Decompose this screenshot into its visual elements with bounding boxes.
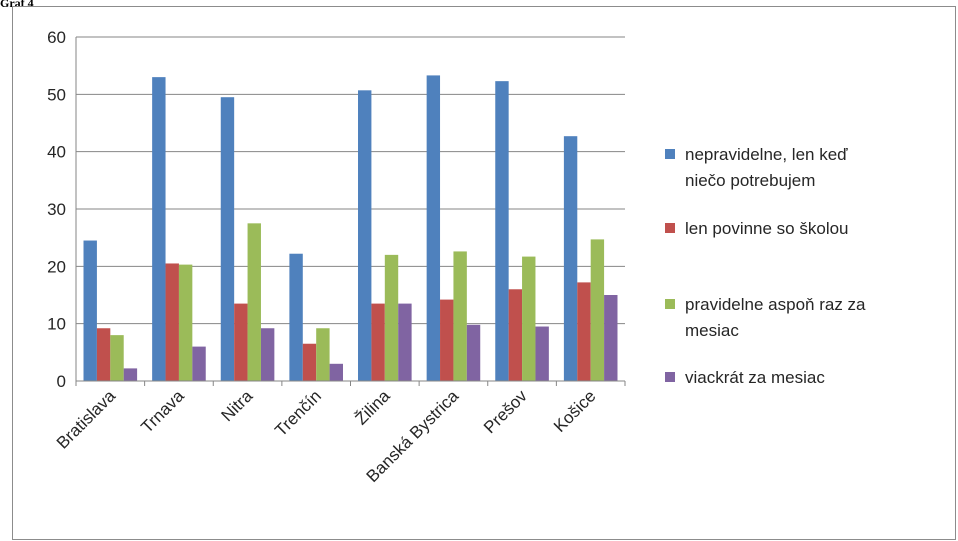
page-label: Graf 4 — [0, 0, 34, 10]
x-category-label-presov: Prešov — [480, 386, 531, 437]
bar-banska-bystrica-series-3 — [453, 251, 467, 381]
bar-bratislava-series-1 — [83, 240, 97, 381]
bar-kosice-series-2 — [577, 282, 591, 381]
x-category-label-nitra: Nitra — [218, 386, 257, 425]
bar-bratislava-series-3 — [110, 335, 124, 381]
bar-trencin-series-2 — [302, 343, 317, 381]
y-tick-labels: 0 10 20 30 40 50 60 — [47, 28, 66, 391]
bar-trencin-series-4 — [329, 363, 343, 381]
legend-label-3-line-1: pravidelne aspoň raz za — [685, 295, 866, 314]
x-category-label-trencin: Trenčín — [271, 386, 325, 440]
bar-kosice-series-1 — [563, 136, 578, 381]
bar-presov-series-1 — [495, 81, 509, 382]
legend-label-3-line-2: mesiac — [685, 321, 739, 340]
x-category-labels: Bratislava Trnava Nitra Trenčín ŽilinaBanská… — [53, 386, 600, 486]
legend-label-2-line-1: len povinne so školou — [685, 219, 849, 238]
bar-zilina-series-2 — [371, 303, 385, 381]
legend-label-1-line-2: niečo potrebujem — [685, 171, 815, 190]
bar-trnava-series-2 — [165, 263, 179, 381]
bar-banska-bystrica-series-1 — [426, 75, 441, 381]
x-category-label-kosice: Košice — [550, 386, 600, 436]
y-tick-label-30: 30 — [47, 200, 66, 219]
bar-banska-bystrica-series-2 — [440, 299, 454, 381]
legend-label-4-line-1: viackrát za mesiac — [685, 368, 825, 387]
x-category-label-trnava: Trnava — [137, 386, 188, 437]
legend-swatch-4 — [665, 372, 675, 382]
bar-zilina-series-4 — [398, 303, 412, 381]
y-tick-label-60: 60 — [47, 28, 66, 47]
legend-swatch-2 — [665, 223, 675, 233]
bar-presov-series-2 — [508, 289, 523, 381]
y-tick-label-50: 50 — [47, 85, 66, 104]
legend: nepravidelne, len keď niečo potrebujem len… — [665, 145, 866, 387]
bar-zilina-series-3 — [384, 254, 399, 381]
chart-frame: 0 10 20 30 40 50 60 Bratislava Trnava Nitra Trenč… — [12, 6, 956, 540]
bars — [83, 75, 618, 382]
bar-trencin-series-1 — [289, 253, 303, 381]
axes — [75, 37, 626, 386]
bar-presov-series-4 — [535, 326, 549, 381]
bar-kosice-series-4 — [604, 295, 618, 381]
y-tick-label-10: 10 — [47, 315, 66, 334]
y-tick-label-20: 20 — [47, 257, 66, 276]
y-tick-label-40: 40 — [47, 143, 66, 162]
bar-trnava-series-1 — [152, 77, 166, 381]
bar-trnava-series-4 — [192, 346, 206, 381]
legend-swatch-3 — [665, 299, 675, 309]
legend-swatch-1 — [665, 149, 675, 159]
chart-svg: 0 10 20 30 40 50 60 Bratislava Trnava Nitra Trenč… — [47, 28, 866, 486]
bar-zilina-series-1 — [358, 90, 372, 381]
bar-banska-bystrica-series-4 — [466, 324, 481, 381]
legend-label-1-line-1: nepravidelne, len keď — [685, 145, 848, 164]
bar-bratislava-series-4 — [123, 368, 138, 381]
x-category-label-bratislava: Bratislava — [53, 386, 120, 453]
bar-trnava-series-3 — [178, 264, 193, 381]
bar-bratislava-series-2 — [96, 328, 111, 381]
y-tick-label-0: 0 — [57, 372, 66, 391]
bar-nitra-series-4 — [260, 328, 275, 381]
bar-kosice-series-3 — [590, 239, 605, 381]
bar-nitra-series-3 — [247, 223, 261, 381]
bar-nitra-series-2 — [234, 303, 248, 381]
x-category-label-zilina: Žilina — [351, 386, 394, 429]
bar-presov-series-3 — [522, 256, 536, 381]
bar-trencin-series-3 — [316, 328, 330, 381]
bar-nitra-series-1 — [220, 97, 235, 381]
